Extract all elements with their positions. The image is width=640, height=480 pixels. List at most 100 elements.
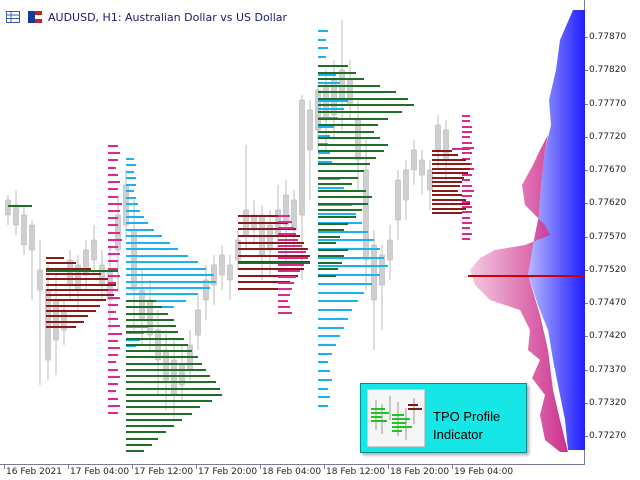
tpo-bar-magenta — [462, 211, 472, 213]
tpo-bar-blue — [126, 203, 138, 205]
tpo-bar-magenta — [452, 148, 470, 150]
indicator-promo-banner[interactable]: TPO Profile Indicator — [360, 383, 527, 453]
promo-text: TPO Profile Indicator — [433, 408, 500, 444]
tpo-bar-green — [318, 111, 402, 113]
tpo-bar-green — [126, 419, 182, 421]
price-tick — [585, 303, 588, 304]
tpo-bar-magenta — [108, 145, 118, 147]
tpo-bar-green — [318, 72, 356, 74]
price-label: 0.77820 — [589, 65, 627, 76]
tpo-bar-green — [318, 78, 364, 80]
candle-body — [195, 309, 201, 336]
tpo-bar-blue — [318, 126, 334, 128]
tpo-bar-magenta — [278, 239, 298, 241]
tpo-bar-blue — [318, 161, 332, 163]
tpo-bar-red — [46, 315, 88, 317]
tpo-bar-red — [238, 248, 308, 250]
candle-body — [371, 244, 377, 301]
tpo-bar-magenta — [462, 142, 472, 144]
tpo-bar-magenta — [108, 188, 118, 190]
tpo-bar-blue — [318, 135, 330, 137]
tpo-bar-magenta — [108, 260, 118, 262]
tpo-bar-red — [46, 284, 116, 286]
tpo-bar-green — [318, 131, 374, 133]
price-label: 0.77470 — [589, 298, 627, 308]
tpo-bar-magenta — [462, 152, 472, 154]
tpo-bar-green — [318, 268, 338, 270]
tpo-bar-magenta — [108, 297, 120, 299]
candle-body — [363, 169, 369, 261]
tpo-bar-green — [318, 255, 344, 257]
tpo-bar-magenta — [108, 289, 118, 291]
promo-line-1: TPO Profile — [433, 409, 501, 424]
tpo-bar-blue — [126, 293, 198, 295]
tpo-bar-green — [126, 400, 212, 402]
time-tick — [324, 465, 325, 469]
tpo-bar-red — [432, 194, 462, 196]
tpo-bar-green — [126, 375, 210, 377]
tpo-bar-magenta — [278, 276, 296, 278]
tpo-bar-magenta — [278, 257, 308, 259]
candle-body — [411, 149, 417, 171]
price-label: 0.77270 — [589, 431, 627, 441]
plot-area[interactable] — [0, 0, 585, 465]
tpo-bar-magenta — [108, 340, 118, 342]
tpo-bar-blue — [126, 171, 134, 173]
price-tick — [585, 37, 588, 38]
tpo-bar-red — [46, 321, 84, 323]
tpo-bar-blue — [318, 274, 380, 276]
tpo-bar-red — [432, 168, 470, 170]
tpo-bar-red — [46, 257, 64, 259]
tpo-bar-magenta — [108, 325, 120, 327]
price-tick — [585, 136, 588, 138]
tpo-bar-blue — [318, 231, 368, 233]
price-chart[interactable] — [0, 0, 585, 465]
tpo-bar-green — [318, 170, 364, 172]
tpo-bar-magenta — [108, 390, 116, 392]
tpo-bar-magenta — [462, 174, 472, 176]
tpo-bar-magenta — [108, 268, 118, 270]
tpo-bar-blue — [318, 388, 328, 390]
tpo-bar-green — [46, 270, 118, 272]
tpo-bar-red — [46, 326, 76, 328]
price-label: 0.77620 — [589, 198, 627, 209]
tpo-bar-magenta — [108, 210, 120, 212]
price-axis[interactable]: 0.77870 0.77820 0.77770 0.77720 0.77670 0.776… — [585, 0, 640, 465]
price-label: 0.77520 — [589, 264, 627, 275]
price-label: 0.77420 — [589, 331, 627, 342]
candle-body — [21, 214, 27, 246]
time-axis[interactable]: 16 Feb 2021 17 Feb 04:00 17 Feb 12:00 17 Fe… — [0, 465, 585, 480]
tpo-bar-magenta — [108, 318, 118, 320]
tpo-bar-red — [432, 199, 466, 201]
tpo-bar-red — [432, 159, 466, 161]
candle-body — [29, 224, 35, 251]
flag-icon[interactable] — [28, 11, 42, 23]
tpo-bar-red — [238, 255, 310, 257]
tpo-bar-magenta — [462, 115, 470, 117]
tpo-bar-red — [46, 278, 108, 280]
tpo-bar-blue — [126, 164, 136, 166]
candle-body — [299, 99, 305, 216]
tpo-bar-magenta — [278, 264, 304, 266]
time-label: 19 Feb 04:00 — [454, 467, 514, 477]
tpo-bar-blue — [318, 239, 374, 241]
tpo-bar-magenta — [108, 369, 118, 371]
time-label: 17 Feb 20:00 — [198, 467, 258, 477]
tpo-bar-blue — [126, 210, 140, 212]
tpo-bar-green — [126, 425, 174, 427]
chart-icon[interactable] — [6, 11, 20, 23]
tpo-bar-magenta — [462, 227, 470, 229]
tpo-bar-red — [46, 289, 118, 291]
price-label: 0.77720 — [589, 131, 627, 142]
tpo-bar-magenta — [108, 347, 120, 349]
tpo-bar-magenta — [108, 217, 118, 219]
tpo-bar-green — [126, 325, 176, 327]
tpo-bar-green — [318, 216, 356, 218]
tpo-bar-magenta — [108, 224, 118, 226]
tpo-bar-magenta — [108, 159, 118, 161]
candle-body — [403, 169, 409, 201]
tpo-bar-green — [318, 85, 380, 87]
tpo-bar-magenta — [278, 233, 296, 235]
tpo-bar-green — [318, 196, 372, 198]
